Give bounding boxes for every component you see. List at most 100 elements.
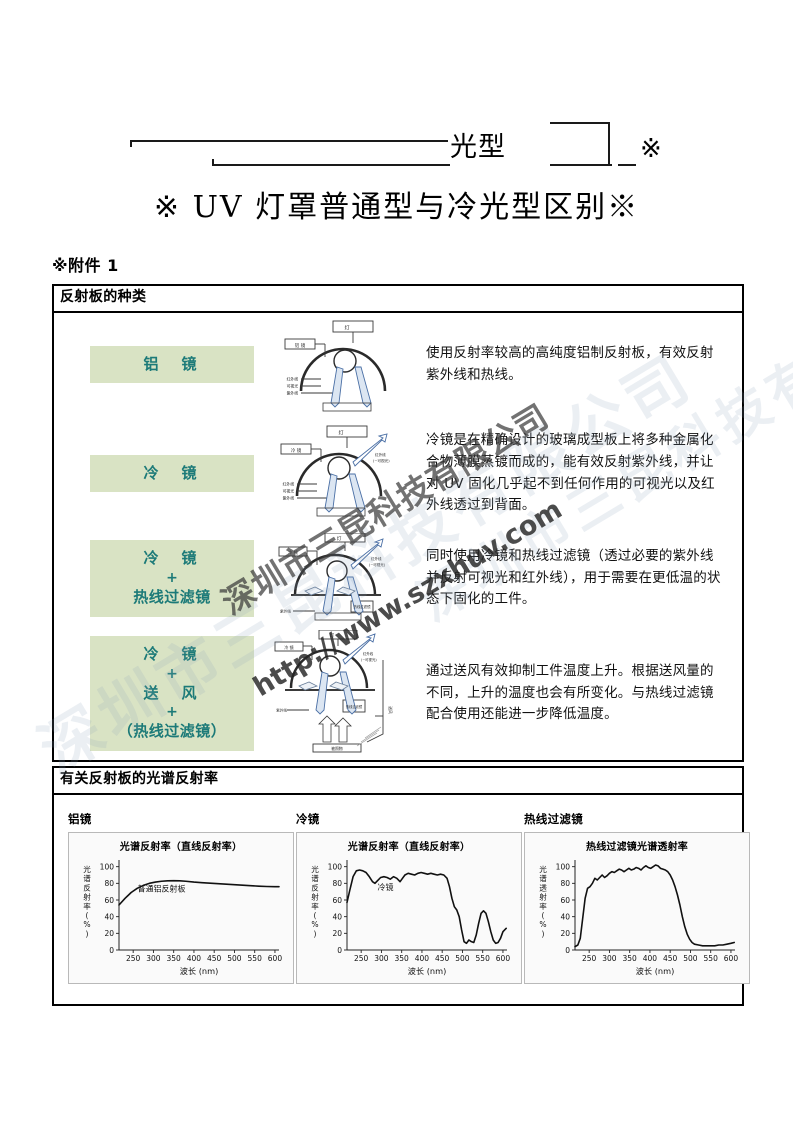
label-line: 冷 镜 [143, 549, 201, 568]
chart-title: 光谱反射率（直线反射率） [347, 841, 471, 853]
svg-text:): ) [86, 929, 89, 938]
svg-text:%: % [311, 920, 318, 929]
svg-text:20: 20 [104, 929, 114, 938]
reflector-label-badge: 铝 镜 [90, 345, 254, 384]
svg-text:100: 100 [556, 862, 571, 871]
diagram-label-escape-ir: 红外线 [375, 452, 386, 457]
diagram-label-mirror: 铝 镜 [295, 342, 306, 349]
reflector-label-badge: 冷 镜 [90, 454, 254, 493]
row-diagram-cell: 灯 铝 镜 红外线 可视光 紫外线 [266, 317, 426, 413]
label-line: 热线过滤镜 [133, 587, 211, 606]
svg-text:冷镜: 冷镜 [377, 882, 393, 892]
diagram-label-lamp: 灯 [344, 324, 349, 331]
label-line: + [166, 570, 178, 587]
diagram-label-visible: 可视光 [283, 488, 295, 493]
svg-text:450: 450 [663, 954, 678, 963]
svg-text:率: 率 [311, 900, 319, 910]
diagram-label-escape-vis: (~可视光) [361, 657, 377, 662]
chart-block-aluminum: 铝镜 光谱反射率（直线反射率） 0 20 40 60 80 100 250 300 350 400… [68, 811, 294, 984]
svg-text:40: 40 [332, 912, 342, 921]
label-line: 送 风 [143, 683, 201, 702]
svg-text:100: 100 [328, 862, 343, 871]
svg-text:80: 80 [332, 879, 342, 888]
svg-text:(: ( [86, 911, 89, 920]
svg-text:350: 350 [395, 954, 410, 963]
svg-text:550: 550 [476, 954, 491, 963]
page-title: ※ UV 灯罩普通型与冷光型区别※ [153, 190, 640, 225]
spectral-chart-aluminum: 0 20 40 60 80 100 250 300 350 400 450 500 550 600 光谱反射… [83, 859, 283, 976]
svg-text:反: 反 [83, 882, 91, 892]
cold-mirror-diagram: 灯 冷 镜 红外线 (~可视光) 红外线 可视光 紫外线 [280, 425, 390, 516]
svg-text:450: 450 [207, 954, 222, 963]
reflector-types-table: 反射板的种类 铝 镜 [52, 284, 744, 762]
svg-text:波长 (nm): 波长 (nm) [408, 966, 447, 976]
diagram-label-visible: 可视光 [287, 383, 299, 388]
diagram-label-workpiece: 被照物 [331, 746, 343, 751]
diagram-label-escape-ir: 红外线 [363, 651, 374, 656]
reflector-types-body: 铝 镜 [54, 313, 742, 761]
row-description: 通过送风有效抑制工件温度上升。根据送风量的不同，上升的温度也会有所变化。与热线过… [426, 662, 714, 723]
svg-text:透: 透 [539, 883, 547, 892]
label-line: + [166, 704, 178, 721]
diagram-label-escape-ir: 红外线 [371, 556, 382, 561]
row-diagram-cell: 灯 冷 镜 红外线 (~可视光) 热线过滤镜 紫外线 [266, 532, 426, 625]
chart-block-cold-mirror: 冷镜 光谱反射率（直线反射率） 0 20 40 60 80 100 250 300 350 400… [296, 811, 522, 984]
label-line: 冷 镜 [143, 463, 201, 482]
redaction-tick-top-left [130, 140, 132, 147]
svg-text:射: 射 [83, 891, 91, 901]
table-row: 冷 镜 + 送 风 + （热线过滤镜） [54, 627, 742, 761]
heading-reference-mark: ※ [640, 134, 662, 164]
svg-text:0: 0 [109, 945, 114, 954]
svg-text:500: 500 [455, 954, 470, 963]
svg-text:300: 300 [374, 954, 389, 963]
chart-title: 光谱反射率（直线反射率） [119, 841, 243, 853]
svg-text:250: 250 [354, 954, 369, 963]
row-label-cell: 冷 镜 [54, 454, 266, 493]
diagram-label-mirror: 冷 镜 [284, 644, 293, 650]
diagram-label-uv: 紫外线 [276, 707, 287, 712]
svg-text:450: 450 [435, 954, 450, 963]
row-diagram-cell: 灯 冷 镜 红外线 (~可视光) 热线过滤镜 紫外线 送风 被照物 [266, 629, 426, 758]
svg-text:光: 光 [83, 864, 91, 874]
chart-frame: 热线过滤镜光谱透射率 0 20 40 60 80 100 250 300 350 400 450 50… [524, 831, 750, 984]
svg-text:250: 250 [126, 954, 141, 963]
table-row: 冷 镜 [54, 417, 742, 531]
diagram-label-ir: 红外线 [283, 481, 295, 486]
diagram-label-escape-vis: (~可视光) [373, 458, 390, 463]
spectral-chart-heat-filter: 0 20 40 60 80 100 250 300 350 400 450 500 550 600 光谱透射… [539, 859, 738, 976]
reflector-label-badge: 冷 镜 + 送 风 + （热线过滤镜） [90, 636, 254, 751]
diagram-label-uv: 紫外线 [283, 495, 295, 500]
svg-text:80: 80 [104, 879, 114, 888]
svg-text:60: 60 [332, 895, 342, 904]
svg-text:300: 300 [602, 954, 617, 963]
diagram-label-heat-filter: 热线过滤镜 [346, 704, 363, 709]
svg-text:400: 400 [187, 954, 202, 963]
diagram-label-air: 送风 [388, 706, 393, 714]
svg-text:(: ( [542, 911, 545, 920]
svg-text:): ) [314, 929, 317, 938]
svg-text:射: 射 [539, 891, 547, 901]
svg-text:80: 80 [560, 879, 570, 888]
svg-text:率: 率 [83, 900, 91, 910]
diagram-label-lamp: 灯 [330, 632, 335, 639]
row-description: 使用反射率较高的高纯度铝制反射板，有效反射紫外线和热线。 [426, 344, 714, 383]
svg-text:(: ( [314, 911, 317, 920]
spectral-chart-cold-mirror: 0 20 40 60 80 100 250 300 350 400 450 500 550 600 光谱反射… [311, 859, 510, 976]
diagram-label-heat-filter: 热线过滤镜 [354, 604, 372, 609]
heading-guangxing-text: 光型 [450, 132, 506, 163]
svg-text:500: 500 [683, 954, 698, 963]
svg-text:60: 60 [560, 895, 570, 904]
svg-text:普通铝反射板: 普通铝反射板 [138, 883, 186, 893]
reflector-types-heading: 反射板的种类 [54, 286, 742, 313]
diagram-label-ir: 红外线 [287, 376, 299, 381]
table-row: 冷 镜 + 热线过滤镜 [54, 531, 742, 627]
redaction-tick-mid-left [212, 159, 214, 165]
spectral-reflectance-table: 有关反射板的光谱反射率 铝镜 光谱反射率（直线反射率） 0 20 40 60 80 100… [52, 766, 750, 1006]
label-line: 铝 镜 [143, 354, 201, 373]
svg-text:60: 60 [104, 895, 114, 904]
row-label-cell: 铝 镜 [54, 345, 266, 384]
row-label-cell: 冷 镜 + 热线过滤镜 [54, 540, 266, 617]
svg-text:600: 600 [268, 954, 283, 963]
charts-row: 铝镜 光谱反射率（直线反射率） 0 20 40 60 80 100 250 300 350 400… [54, 795, 750, 984]
